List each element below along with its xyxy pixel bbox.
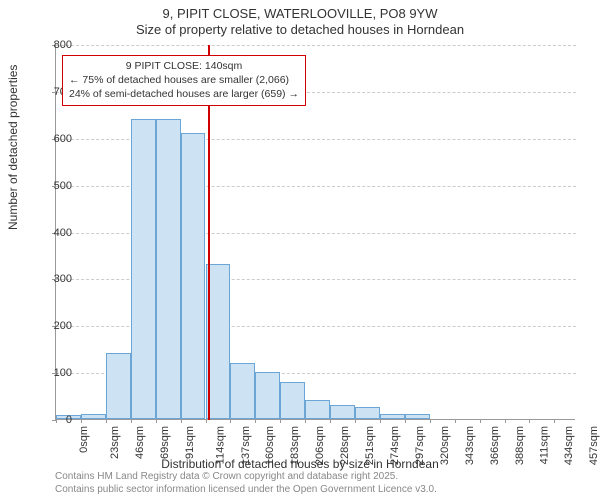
xtick-mark <box>280 419 281 423</box>
histogram-bar <box>405 414 430 419</box>
xtick-mark <box>81 419 82 423</box>
xtick-label: 388sqm <box>514 426 526 465</box>
gridline <box>56 45 576 46</box>
histogram-bar <box>81 414 106 419</box>
annotation-line: 24% of semi-detached houses are larger (… <box>69 87 299 101</box>
xtick-mark <box>206 419 207 423</box>
ytick-label: 500 <box>54 180 72 192</box>
histogram-bar <box>305 400 330 419</box>
histogram-bar <box>156 119 181 419</box>
histogram-bar <box>280 382 305 420</box>
histogram-bar <box>255 372 280 419</box>
ytick-label: 100 <box>54 367 72 379</box>
ytick-label: 200 <box>54 320 72 332</box>
xtick-mark <box>529 419 530 423</box>
histogram-bar <box>230 363 255 419</box>
xtick-label: 69sqm <box>159 426 171 459</box>
ytick-label: 600 <box>54 133 72 145</box>
xtick-mark <box>430 419 431 423</box>
xtick-label: 91sqm <box>184 426 196 459</box>
xtick-mark <box>505 419 506 423</box>
xtick-mark <box>355 419 356 423</box>
ytick-label: 800 <box>54 39 72 51</box>
xtick-mark <box>156 419 157 423</box>
xtick-label: 457sqm <box>588 426 600 465</box>
xtick-mark <box>405 419 406 423</box>
xtick-label: 183sqm <box>289 426 301 465</box>
xtick-mark <box>131 419 132 423</box>
xtick-mark <box>380 419 381 423</box>
xtick-mark <box>230 419 231 423</box>
xtick-label: 46sqm <box>134 426 146 459</box>
ytick-label: 400 <box>54 227 72 239</box>
xtick-label: 206sqm <box>314 426 326 465</box>
xtick-label: 366sqm <box>489 426 501 465</box>
xtick-mark <box>554 419 555 423</box>
xtick-label: 0sqm <box>78 426 90 453</box>
chart-title: 9, PIPIT CLOSE, WATERLOOVILLE, PO8 9YW <box>0 6 600 21</box>
xtick-mark <box>56 419 57 423</box>
xtick-mark <box>305 419 306 423</box>
xtick-label: 251sqm <box>364 426 376 465</box>
footer-text-2: Contains public sector information licen… <box>55 484 437 495</box>
xtick-label: 137sqm <box>240 426 252 465</box>
histogram-bar <box>131 119 156 419</box>
xtick-mark <box>480 419 481 423</box>
xtick-label: 160sqm <box>265 426 277 465</box>
annotation-box: 9 PIPIT CLOSE: 140sqm← 75% of detached h… <box>62 55 306 106</box>
xtick-label: 320sqm <box>439 426 451 465</box>
histogram-bar <box>181 133 206 419</box>
histogram-bar <box>355 407 380 419</box>
xtick-label: 274sqm <box>389 426 401 465</box>
xtick-label: 343sqm <box>464 426 476 465</box>
y-axis-label: Number of detached properties <box>6 65 20 230</box>
histogram-bar <box>106 353 131 419</box>
footer-text-1: Contains HM Land Registry data © Crown c… <box>55 471 398 482</box>
xtick-label: 434sqm <box>564 426 576 465</box>
xtick-mark <box>181 419 182 423</box>
histogram-bar <box>380 414 405 419</box>
xtick-label: 411sqm <box>538 426 550 464</box>
ytick-label: 0 <box>66 414 72 426</box>
xtick-label: 297sqm <box>414 426 426 465</box>
chart-subtitle: Size of property relative to detached ho… <box>0 22 600 37</box>
annotation-line: ← 75% of detached houses are smaller (2,… <box>69 73 299 87</box>
annotation-line: 9 PIPIT CLOSE: 140sqm <box>69 59 299 73</box>
ytick-label: 300 <box>54 273 72 285</box>
xtick-label: 23sqm <box>109 426 121 459</box>
xtick-label: 228sqm <box>339 426 351 465</box>
xtick-mark <box>106 419 107 423</box>
xtick-label: 114sqm <box>214 426 226 464</box>
xtick-mark <box>455 419 456 423</box>
xtick-mark <box>330 419 331 423</box>
histogram-bar <box>330 405 355 419</box>
xtick-mark <box>255 419 256 423</box>
